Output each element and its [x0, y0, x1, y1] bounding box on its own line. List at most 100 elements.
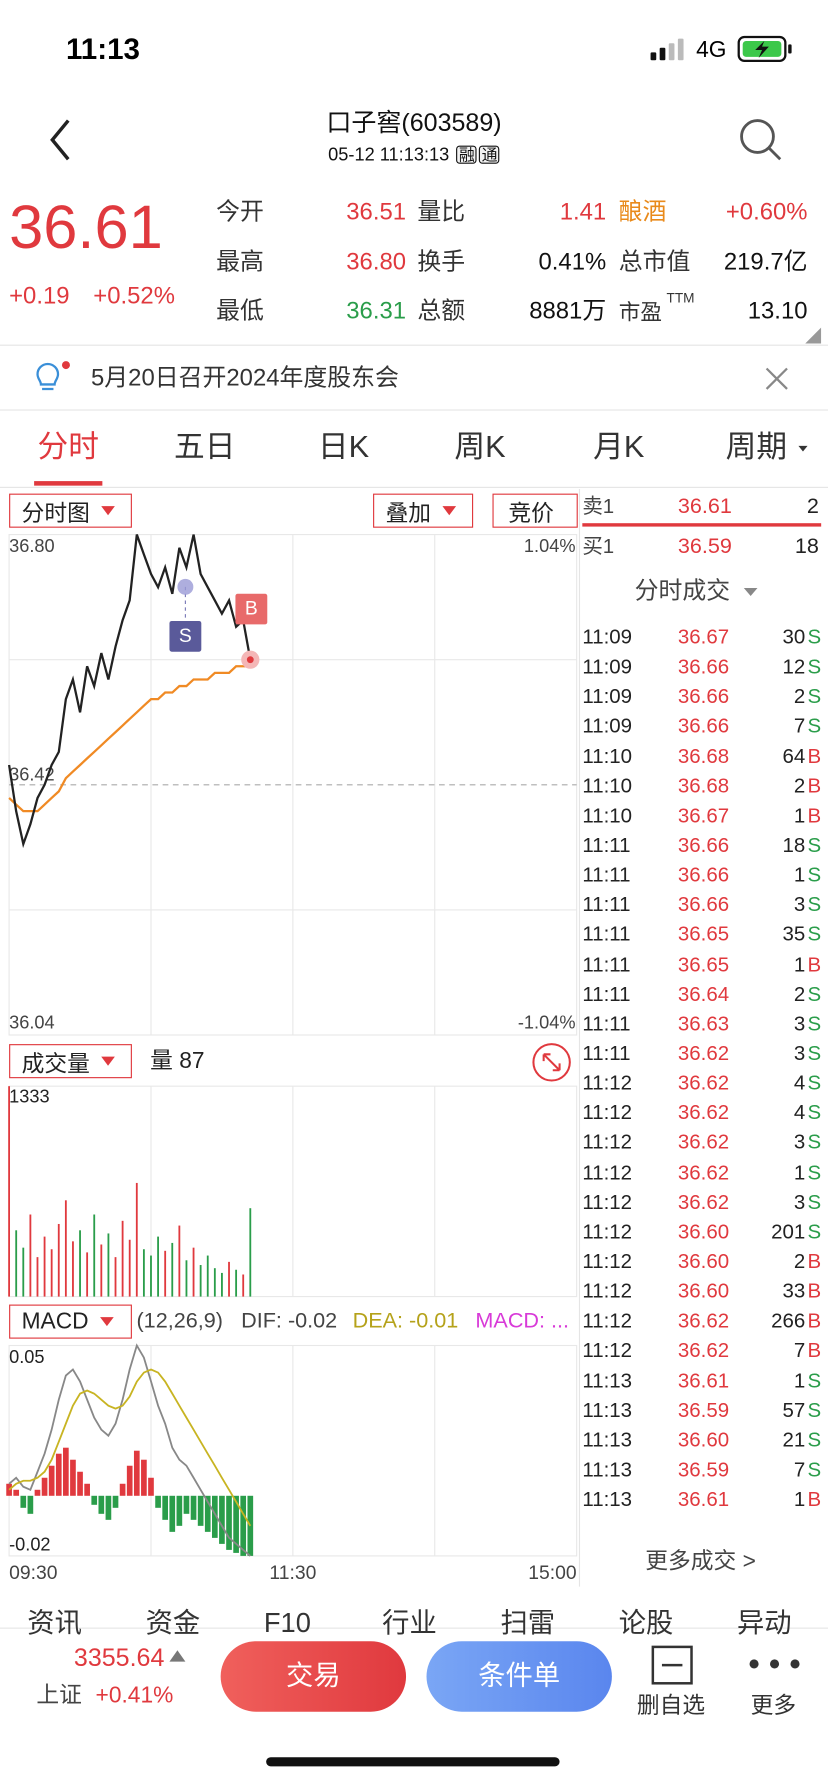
chart-mode[interactable]: 分时图: [9, 493, 132, 528]
stat-label: 总额: [417, 297, 466, 325]
macd-mode[interactable]: MACD: [9, 1304, 132, 1339]
trade-side: S: [807, 655, 822, 679]
x-tick-label: 09:30: [9, 1563, 57, 1584]
trade-price: 36.62: [677, 1101, 730, 1124]
back-button[interactable]: [43, 114, 77, 166]
trade-time: 11:13: [582, 1457, 633, 1481]
home-indicator: [266, 1757, 560, 1767]
macd-params: (12,26,9): [136, 1309, 223, 1333]
index-pct: +0.41%: [95, 1683, 174, 1709]
change-pct: +0.52%: [93, 283, 175, 310]
trade-time: 11:09: [582, 655, 633, 679]
trade-time: 11:10: [582, 774, 633, 797]
trade-button[interactable]: 交易: [220, 1641, 407, 1712]
trade-price: 36.64: [677, 982, 730, 1006]
stat-value: 1.41: [559, 199, 607, 226]
trades-title[interactable]: 分时成交: [635, 579, 758, 603]
trade-time: 11:12: [582, 1220, 633, 1243]
more-label[interactable]: 更多: [750, 1693, 797, 1719]
volume-bar: [100, 1244, 103, 1297]
bottom-tab: 资讯: [27, 1608, 82, 1639]
book-side: 卖1: [582, 494, 615, 518]
trade-side: S: [807, 1190, 822, 1214]
period-tab[interactable]: 五日: [174, 429, 236, 465]
macd-bar: [41, 1477, 48, 1496]
trade-volume: 30: [782, 625, 806, 649]
trade-volume: 1: [793, 1487, 806, 1511]
volume-bar: [72, 1241, 74, 1297]
stat-label-sup: TTM: [666, 290, 695, 306]
trade-time: 11:13: [582, 1398, 633, 1422]
remove-icon[interactable]: [651, 1645, 694, 1686]
book-price: 36.59: [677, 534, 732, 559]
trade-side: S: [807, 863, 822, 887]
conditional-button[interactable]: 条件单: [426, 1641, 612, 1712]
trade-price: 36.66: [677, 893, 730, 916]
trade-price: 36.68: [677, 744, 730, 768]
stat-label: 今开: [216, 199, 264, 226]
trade-time: 11:12: [582, 1309, 633, 1333]
macd-bar: [190, 1495, 197, 1520]
divider: [0, 409, 828, 411]
trade-side: B: [807, 744, 822, 768]
macd-bar: [55, 1453, 62, 1496]
trade-price: 36.61: [677, 1368, 730, 1392]
last-point: [246, 656, 254, 664]
trade-price: 36.61: [677, 1487, 730, 1511]
dea-line: [8, 1368, 252, 1527]
volume-mode[interactable]: 成交量: [9, 1044, 132, 1079]
trade-side: S: [807, 982, 822, 1006]
macd-bar: [219, 1495, 225, 1544]
remove-label[interactable]: 删自选: [636, 1693, 706, 1719]
more-trades[interactable]: 更多成交 >: [645, 1549, 756, 1575]
period-tab[interactable]: 日K: [317, 429, 370, 465]
macd-bar: [105, 1495, 112, 1520]
trade-price: 36.60: [677, 1220, 730, 1243]
trade-price: 36.66: [677, 684, 730, 708]
trade-volume: 2: [793, 684, 806, 708]
stat-value: 8881万: [529, 297, 607, 325]
auction-button[interactable]: 竞价: [492, 493, 578, 528]
trade-volume: 1: [793, 803, 806, 827]
overlay-button[interactable]: 叠加: [373, 493, 474, 528]
trade-side: B: [807, 1339, 822, 1362]
close-notice[interactable]: [764, 366, 789, 391]
volume-bar: [171, 1242, 174, 1297]
trade-time: 11:09: [582, 625, 633, 649]
price-line: [7, 534, 252, 849]
trade-price: 36.59: [677, 1457, 730, 1481]
trade-volume: 12: [782, 655, 806, 679]
expand-button[interactable]: [530, 1041, 573, 1084]
index-value[interactable]: 3355.64: [74, 1645, 185, 1671]
trade-side: S: [807, 1457, 822, 1481]
period-tab[interactable]: 周期: [725, 429, 788, 465]
timestamp: 05-12 11:13:13: [328, 145, 450, 165]
period-tab[interactable]: 周K: [454, 429, 506, 465]
trade-volume: 2: [793, 982, 806, 1006]
search-button[interactable]: [737, 116, 785, 164]
bottom-tab: 资金: [145, 1608, 201, 1639]
trade-side: S: [807, 922, 822, 946]
trade-volume: 3: [793, 893, 806, 916]
notice-text[interactable]: 5月20日召开2024年度股东会: [90, 365, 399, 392]
trade-price: 36.60: [677, 1428, 730, 1452]
macd-bar: [63, 1447, 69, 1496]
stat-value: 36.80: [346, 249, 407, 276]
trade-price: 36.60: [677, 1249, 730, 1273]
trade-side: S: [807, 684, 822, 708]
period-tab[interactable]: 分时: [37, 429, 99, 465]
period-tab[interactable]: 月K: [593, 429, 645, 465]
volume-bar: [199, 1265, 202, 1297]
volume-bar: [228, 1261, 230, 1297]
more-icon[interactable]: [747, 1656, 802, 1672]
volume-bar: [114, 1257, 117, 1297]
volume-bar: [235, 1269, 238, 1297]
y-tick-label: -0.02: [9, 1534, 50, 1554]
trade-time: 11:13: [582, 1428, 633, 1452]
annotation-dot: [177, 578, 194, 595]
trade-time: 11:12: [582, 1339, 633, 1362]
stat-label: 最高: [216, 249, 264, 276]
trade-price: 36.62: [677, 1309, 730, 1333]
trade-volume: 266: [771, 1309, 806, 1333]
